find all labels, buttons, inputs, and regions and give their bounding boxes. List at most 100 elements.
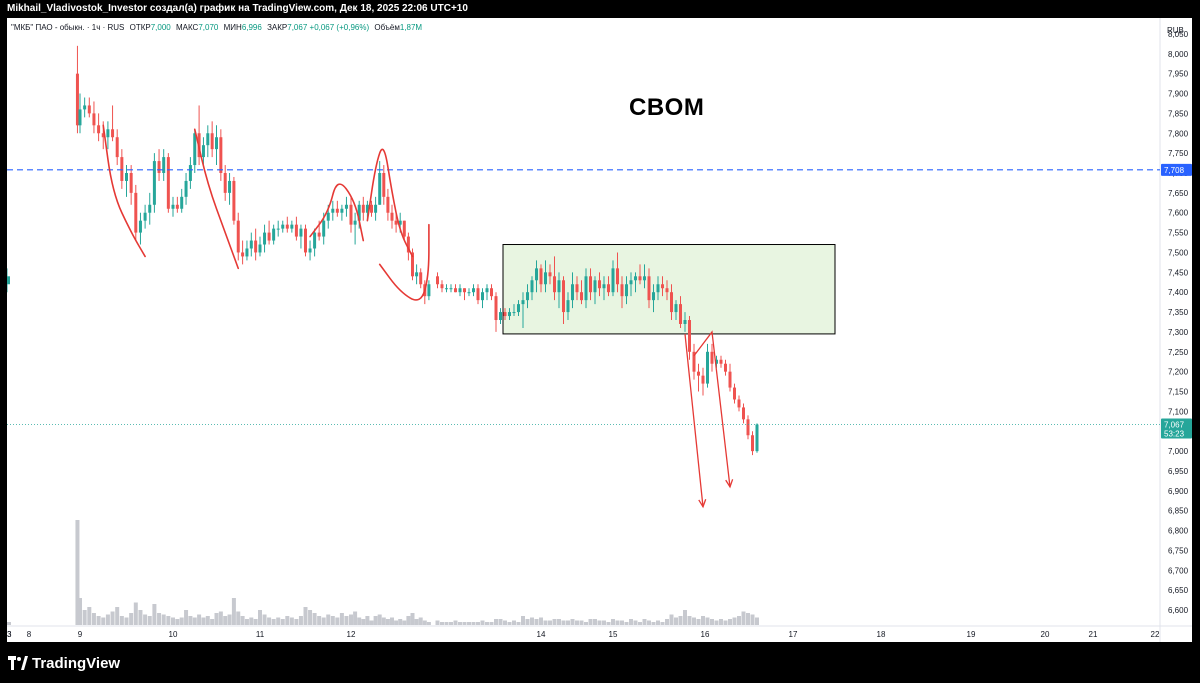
volume-bar — [629, 619, 633, 625]
candle-body — [7, 276, 10, 285]
price-tick-label: 7,800 — [1168, 129, 1189, 138]
candle-body — [290, 224, 294, 229]
candle-body — [101, 133, 105, 138]
price-tick-label: 7,200 — [1168, 368, 1189, 377]
volume-bar — [240, 616, 245, 625]
volume-bar — [584, 622, 588, 625]
candle-body — [580, 292, 583, 301]
candle-body — [746, 419, 750, 436]
volume-bar — [570, 619, 575, 625]
volume-bar — [683, 610, 687, 625]
tradingview-logo[interactable]: TradingView — [8, 655, 120, 672]
symbol-name[interactable]: "МКБ" ПАО - обыкн. · 1ч · RUS — [11, 23, 125, 32]
chart-panel[interactable]: 8,0508,0007,9507,9007,8507,8007,7507,700… — [7, 18, 1192, 642]
candle-body — [548, 272, 552, 277]
volume-bar — [330, 616, 335, 625]
candle-body — [517, 304, 520, 313]
candle-body — [390, 212, 394, 221]
volume-bar — [444, 622, 449, 625]
open-label: ОТКР — [129, 23, 151, 32]
volume-histogram — [7, 520, 759, 625]
candle-body — [361, 204, 365, 213]
candle-body — [611, 268, 615, 293]
volume-bar — [516, 622, 521, 625]
volume-bar — [115, 607, 120, 625]
price-lines — [7, 169, 1160, 425]
price-tick-label: 7,900 — [1168, 90, 1189, 99]
candle-body — [454, 288, 457, 293]
volume-bar — [285, 616, 290, 625]
volume-bar — [489, 622, 494, 625]
price-tick-label: 6,850 — [1168, 507, 1189, 516]
candlestick-chart[interactable]: 8,0508,0007,9507,9007,8507,8007,7507,700… — [7, 18, 1192, 642]
down-arrow-drawing[interactable] — [684, 333, 704, 507]
candle-body — [148, 204, 152, 213]
candle-body — [236, 220, 240, 253]
high-value: 7,070 — [198, 23, 219, 32]
candle-body — [276, 228, 280, 230]
volume-bar — [480, 620, 485, 625]
price-axis[interactable]: 8,0508,0007,9507,9007,8507,8007,7507,700… — [1168, 30, 1189, 615]
ticker-annotation[interactable]: CBOM — [629, 94, 705, 121]
time-axis[interactable]: 8 9 10 11 12 13 14 15 16 17 18 19 20 21 22 23 — [7, 630, 1160, 639]
consolidation-zone[interactable] — [502, 244, 836, 335]
candle-body — [299, 228, 303, 237]
candle-body — [652, 292, 655, 301]
price-tag-label: 7,067 — [1164, 421, 1185, 430]
candle-body — [742, 407, 745, 420]
price-tick-label: 7,400 — [1168, 288, 1189, 297]
volume-bar — [110, 611, 115, 625]
candle-body — [503, 312, 507, 317]
price-tick-label: 6,700 — [1168, 566, 1189, 575]
volume-bar — [723, 620, 728, 625]
trend-arc-drawing[interactable] — [366, 148, 414, 258]
down-arrow-drawing[interactable] — [693, 330, 731, 487]
candle-body — [335, 208, 339, 213]
candle-body — [508, 312, 511, 317]
candle-body — [539, 268, 543, 285]
candle-body — [206, 133, 210, 146]
attribution-bar: Mikhail_Vladivostok_Investor создал(а) г… — [0, 0, 1200, 18]
time-tick-label: 18 — [877, 630, 886, 639]
candle-body — [258, 244, 262, 253]
candle-body — [106, 129, 110, 138]
volume-bar — [184, 610, 189, 625]
grid — [7, 18, 1192, 642]
volume-bar — [179, 617, 184, 625]
candle-body — [152, 161, 156, 205]
candle-body — [494, 296, 498, 321]
candle-body — [215, 137, 218, 150]
candle-body — [728, 371, 732, 388]
volume-bar — [280, 619, 285, 625]
price-tick-label: 6,800 — [1168, 527, 1189, 536]
volume-bar — [737, 616, 741, 625]
volume-bar — [548, 620, 552, 625]
trend-arc-drawing[interactable] — [309, 183, 365, 242]
candle-body — [175, 204, 179, 209]
hand-drawings[interactable] — [102, 124, 734, 509]
candle-body — [634, 276, 637, 281]
price-tick-label: 6,650 — [1168, 586, 1189, 595]
volume-bar — [638, 622, 642, 625]
candle-body — [134, 192, 138, 233]
candle-body — [512, 312, 516, 314]
candle-body — [322, 220, 326, 237]
trend-arc-drawing[interactable] — [193, 128, 240, 270]
candle-body — [706, 351, 709, 384]
candle-body — [733, 387, 736, 400]
trend-arc-drawing[interactable] — [378, 223, 430, 301]
candle-body — [143, 212, 147, 221]
volume-bar — [449, 622, 453, 625]
volume-bar — [227, 614, 232, 625]
candle-body — [263, 232, 267, 245]
volume-bar — [539, 617, 543, 625]
volume-bar — [253, 619, 258, 625]
candle-body — [593, 280, 597, 293]
trend-arc-drawing[interactable] — [102, 124, 146, 258]
volume-bar — [353, 611, 358, 625]
currency-label[interactable]: RUB — [1167, 26, 1184, 35]
candle-body — [665, 288, 669, 293]
volume-bar — [101, 617, 106, 625]
consolidation-rectangle[interactable] — [502, 244, 836, 335]
